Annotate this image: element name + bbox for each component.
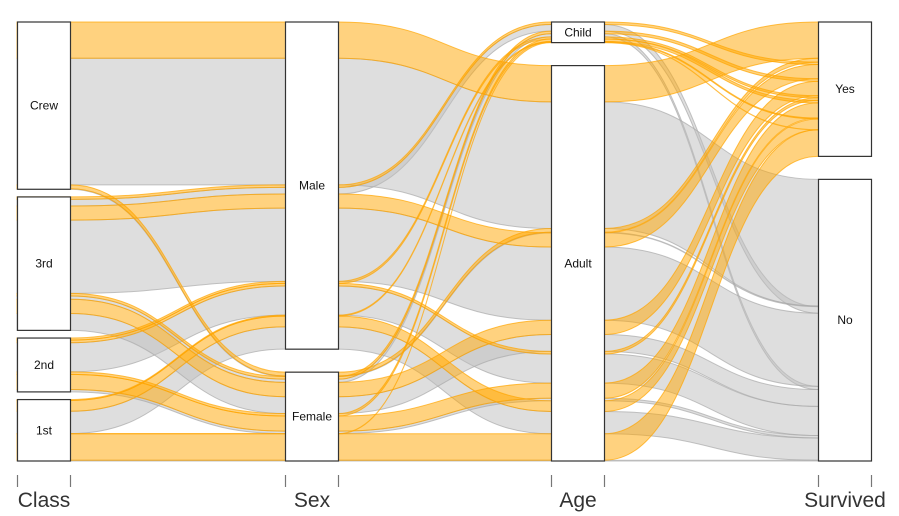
axis-label-age: Age bbox=[559, 489, 596, 512]
stratum-label: 3rd bbox=[35, 257, 52, 271]
stratum-label: Yes bbox=[835, 82, 855, 96]
stratum-label: Male bbox=[299, 179, 325, 193]
flows bbox=[16, 21, 872, 462]
axes: Class Sex Age Survived bbox=[16, 475, 886, 512]
stratum-label: 1st bbox=[36, 423, 53, 437]
stratum-child: Child bbox=[550, 21, 606, 44]
stratum-label: Child bbox=[564, 25, 591, 39]
axis-label-class: Class bbox=[18, 489, 71, 512]
stratum-label: 2nd bbox=[34, 358, 54, 372]
stratum-yes: Yes bbox=[817, 21, 873, 157]
strata: 1st 2nd 3rd Crew Female Male Adult Child No Yes bbox=[16, 21, 873, 462]
stratum-no: No bbox=[817, 178, 873, 462]
stratum-label: Adult bbox=[564, 256, 592, 270]
stratum-crew: Crew bbox=[16, 21, 72, 190]
stratum-label: No bbox=[837, 313, 853, 327]
stratum-label: Crew bbox=[30, 99, 58, 113]
stratum-2nd: 2nd bbox=[16, 337, 72, 393]
stratum-3rd: 3rd bbox=[16, 196, 72, 331]
stratum-1st: 1st bbox=[16, 398, 72, 462]
stratum-male: Male bbox=[284, 21, 340, 350]
stratum-female: Female bbox=[284, 371, 340, 462]
axis-label-sex: Sex bbox=[294, 489, 331, 512]
stratum-label: Female bbox=[292, 410, 332, 424]
stratum-adult: Adult bbox=[550, 65, 606, 462]
axis-label-survived: Survived bbox=[804, 489, 886, 512]
